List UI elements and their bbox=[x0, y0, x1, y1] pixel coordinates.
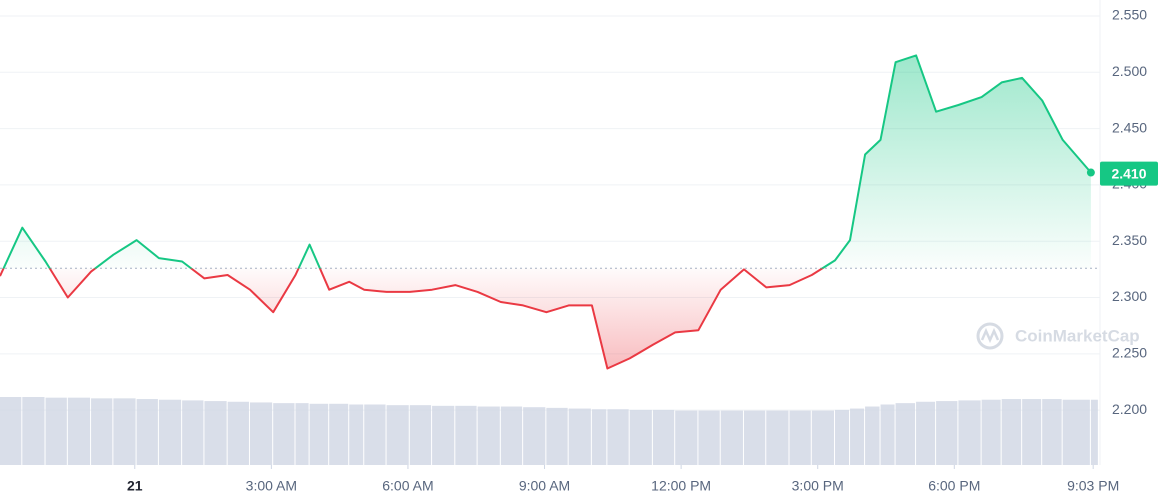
volume-bar bbox=[158, 399, 182, 465]
volume-bar bbox=[789, 410, 811, 465]
volume-bar bbox=[629, 409, 652, 465]
volume-bar bbox=[607, 409, 629, 465]
volume-bar bbox=[349, 404, 364, 465]
x-tick-label: 3:00 PM bbox=[792, 478, 844, 494]
volume-bar bbox=[364, 404, 386, 465]
volume-bar bbox=[409, 405, 432, 465]
x-tick-label: 3:00 AM bbox=[246, 478, 297, 494]
volume-bar bbox=[1042, 399, 1062, 465]
volume-bar bbox=[591, 409, 607, 465]
volume-bar bbox=[113, 398, 136, 465]
volume-bar bbox=[329, 403, 349, 465]
volume-bar bbox=[835, 409, 850, 465]
volume-bar bbox=[698, 410, 720, 465]
volume-bar bbox=[1022, 399, 1042, 465]
volume-bar bbox=[477, 406, 500, 465]
volume-bar bbox=[249, 402, 273, 465]
volume-bar bbox=[880, 404, 895, 465]
volume-bar bbox=[182, 400, 204, 465]
volume-bar bbox=[981, 399, 1001, 465]
volume-bar bbox=[309, 403, 329, 465]
volume-bar bbox=[1001, 399, 1022, 465]
volume-bar bbox=[295, 403, 309, 465]
volume-bar bbox=[1062, 399, 1090, 465]
volume-bar bbox=[455, 405, 477, 465]
price-line bbox=[0, 54, 1092, 370]
volume-bar bbox=[850, 408, 865, 465]
volume-bar bbox=[766, 410, 789, 465]
volume-bar bbox=[916, 401, 936, 465]
x-tick-label: 9:03 PM bbox=[1067, 478, 1119, 494]
volume-bar bbox=[865, 406, 880, 465]
volume-bar bbox=[273, 403, 295, 465]
watermark-text: CoinMarketCap bbox=[1015, 326, 1140, 345]
y-tick-label: 2.200 bbox=[1112, 401, 1147, 417]
x-tick-label: 6:00 AM bbox=[382, 478, 433, 494]
y-tick-label: 2.500 bbox=[1112, 63, 1147, 79]
y-tick-label: 2.300 bbox=[1112, 288, 1147, 304]
volume-bar bbox=[568, 408, 591, 465]
x-tick-label: 9:00 AM bbox=[519, 478, 570, 494]
volume-bar bbox=[0, 397, 22, 465]
watermark: CoinMarketCap bbox=[976, 322, 1140, 350]
volume-bar bbox=[91, 398, 113, 465]
current-price-label: 2.410 bbox=[1111, 165, 1146, 181]
volume-bar bbox=[204, 401, 227, 465]
volume-bar bbox=[523, 407, 546, 465]
x-tick-label: 12:00 PM bbox=[651, 478, 711, 494]
area bbox=[0, 55, 1091, 369]
volume-bar bbox=[227, 401, 249, 465]
volume-bar bbox=[546, 407, 568, 465]
volume-bar bbox=[45, 397, 67, 465]
x-tick-label: 6:00 PM bbox=[928, 478, 980, 494]
volume-bar bbox=[136, 399, 158, 465]
y-tick-label: 2.450 bbox=[1112, 119, 1147, 135]
x-tick-label: 21 bbox=[127, 478, 143, 494]
volume-bar bbox=[1090, 399, 1098, 465]
volume-bar bbox=[22, 397, 45, 465]
volume-bar bbox=[743, 410, 766, 465]
y-tick-label: 2.250 bbox=[1112, 345, 1147, 361]
volume-bar bbox=[675, 410, 698, 465]
current-price-box bbox=[1100, 161, 1158, 186]
volume-bar bbox=[720, 410, 743, 465]
last-point bbox=[1086, 168, 1095, 177]
volume-bar bbox=[958, 400, 981, 465]
volume-bar bbox=[67, 397, 91, 465]
volume-bar bbox=[386, 405, 409, 465]
volume-bar bbox=[895, 403, 916, 465]
volume-bar bbox=[432, 405, 455, 465]
y-tick-label: 2.550 bbox=[1112, 7, 1147, 23]
y-tick-label: 2.350 bbox=[1112, 232, 1147, 248]
volume-bar bbox=[936, 401, 958, 465]
volume-bar bbox=[652, 409, 675, 465]
volume-bar bbox=[500, 406, 523, 465]
volume-bar bbox=[811, 410, 835, 465]
